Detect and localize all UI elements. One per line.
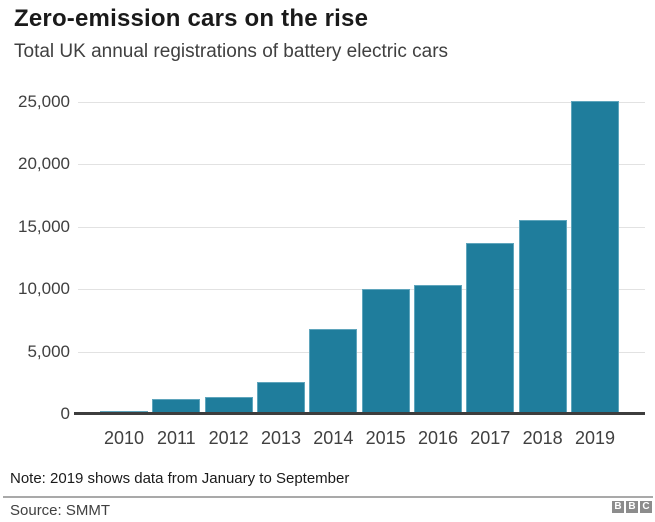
bbc-logo-block: C	[640, 501, 652, 513]
bar-2013	[256, 381, 305, 413]
bar-2011	[152, 399, 201, 413]
bar-2018	[518, 219, 567, 413]
y-axis-tick-label: 10,000	[18, 279, 70, 299]
bar-2012	[204, 397, 253, 413]
y-axis-tick-label: 25,000	[18, 92, 70, 111]
bar-2019	[570, 101, 619, 413]
bbc-logo: B B C	[612, 501, 652, 513]
bar-chart: 2010 2011 2012 2013 2014 2015 2016 2017 2018 2019…	[0, 90, 655, 455]
gridline-25000	[78, 102, 645, 103]
y-axis-tick-label: 15,000	[18, 216, 70, 236]
gridline-15000	[78, 226, 645, 228]
x-axis-tick-label: 2017	[470, 428, 511, 448]
y-axis-tick-label: 0	[60, 404, 70, 423]
gridline-10000	[78, 289, 645, 291]
source-label: Source: SMMT	[10, 502, 111, 519]
x-axis-tick-label: 2011	[156, 428, 196, 448]
bbc-logo-block: B	[612, 501, 624, 513]
y-axis-tick-label: 5,000	[27, 341, 70, 361]
x-axis-tick-label: 2015	[365, 428, 406, 448]
gridline-20000	[78, 164, 645, 166]
footer-divider	[3, 496, 653, 498]
x-axis-tick-label: 2018	[522, 428, 563, 448]
y-axis-tick-label: 20,000	[18, 154, 70, 174]
chart-title: Zero-emission cars on the rise	[14, 5, 369, 32]
chart-note: Note: 2019 shows data from January to Se…	[10, 470, 350, 487]
bar-2016	[413, 285, 462, 413]
bar-2017	[466, 243, 515, 413]
x-axis-line	[74, 412, 645, 415]
x-axis-tick-label: 2016	[417, 428, 458, 448]
bar-2014	[309, 329, 358, 413]
bbc-logo-block: B	[626, 501, 638, 513]
gridline-5000	[78, 351, 645, 353]
x-axis-tick-label: 2013	[260, 428, 301, 448]
x-axis-tick-label: 2010	[103, 428, 145, 448]
plot-area: 2010 2011 2012 2013 2014 2015 2016 2017 2018 2019	[74, 90, 645, 448]
bar-2015	[361, 289, 410, 413]
x-axis-tick-label: 2014	[313, 428, 354, 448]
chart-subtitle: Total UK annual registrations of battery…	[14, 41, 449, 62]
x-axis-tick-label: 2012	[208, 428, 249, 448]
x-axis-tick-label: 2019	[574, 428, 615, 448]
